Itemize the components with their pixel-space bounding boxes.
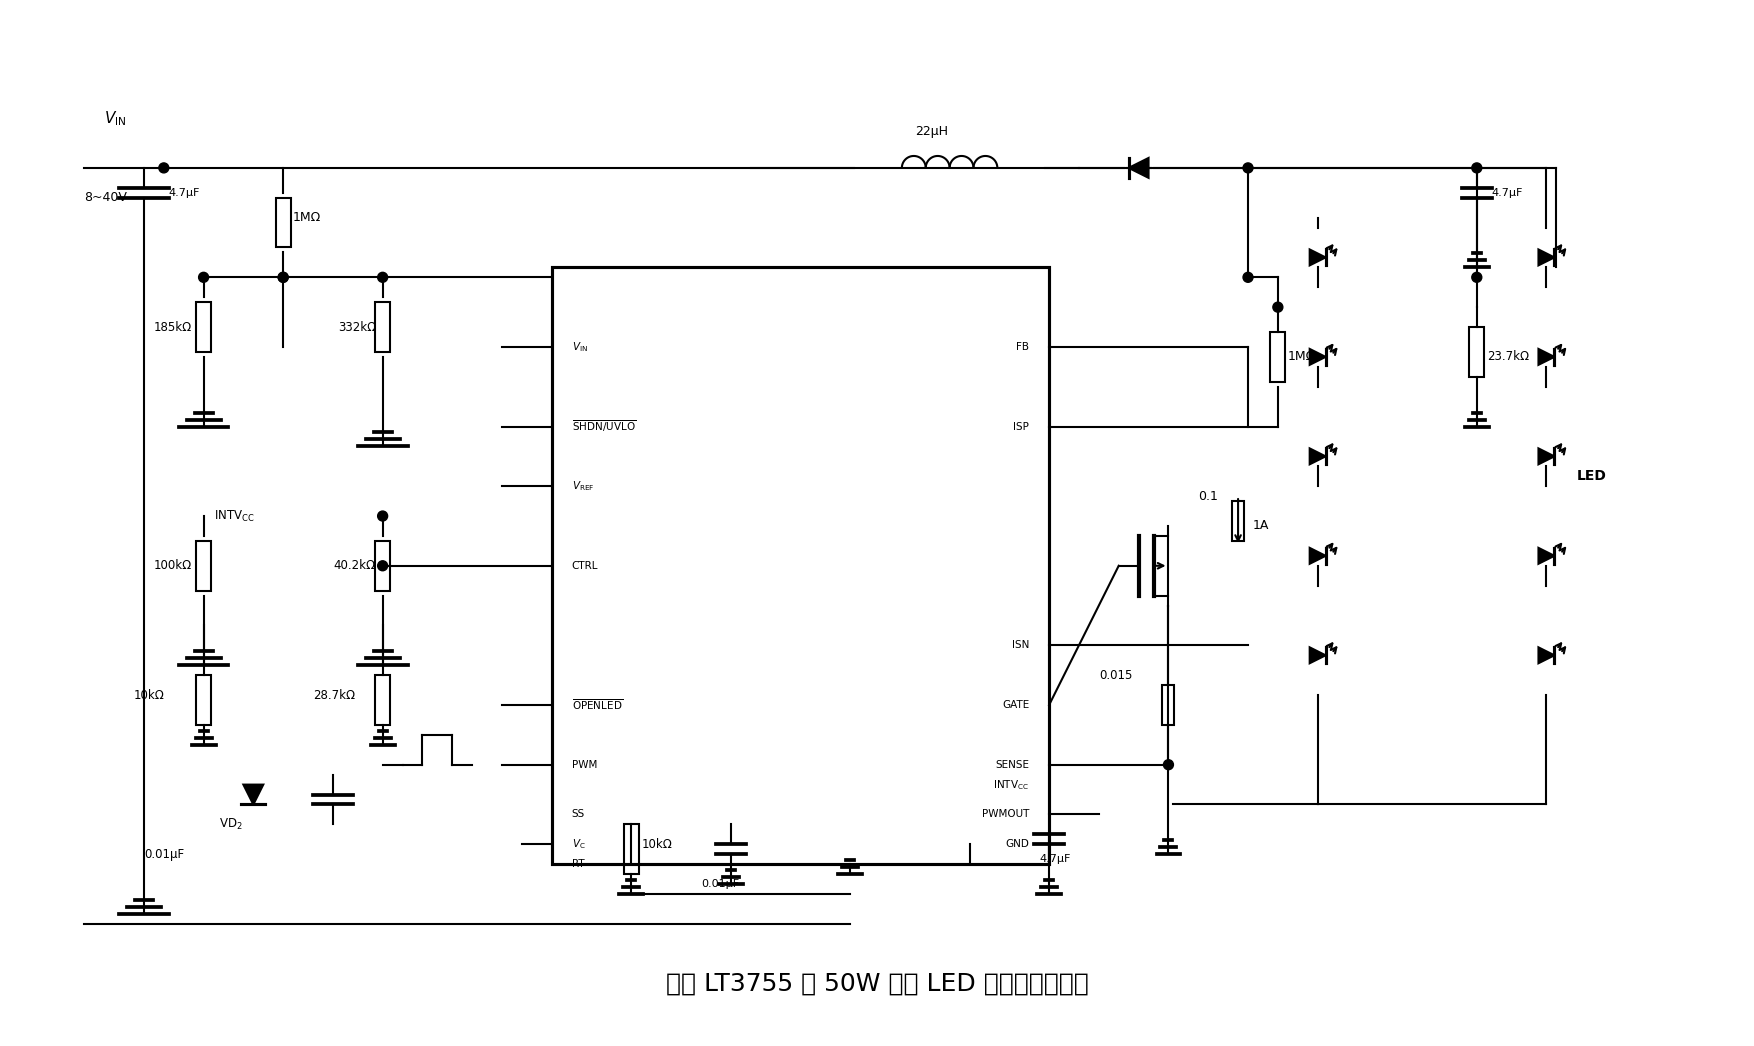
Polygon shape — [1538, 647, 1554, 663]
Text: 10kΩ: 10kΩ — [642, 838, 672, 850]
Text: SENSE: SENSE — [995, 759, 1030, 770]
Text: 8~40V: 8~40V — [84, 191, 126, 204]
Text: $\overline{\rm SHDN/UVLO}$: $\overline{\rm SHDN/UVLO}$ — [572, 418, 637, 434]
Bar — [196, 302, 210, 351]
Polygon shape — [1310, 548, 1326, 564]
Text: 1MΩ: 1MΩ — [1287, 350, 1316, 363]
Text: $V_{\rm IN}$: $V_{\rm IN}$ — [572, 340, 588, 354]
Text: 1A: 1A — [1252, 520, 1270, 532]
Circle shape — [1273, 302, 1282, 312]
Text: 0.1: 0.1 — [1198, 490, 1219, 503]
Text: $V_{\rm IN}$: $V_{\rm IN}$ — [103, 110, 126, 128]
Circle shape — [377, 511, 388, 521]
Text: CTRL: CTRL — [572, 561, 598, 571]
Polygon shape — [1310, 249, 1326, 266]
Text: ISN: ISN — [1012, 640, 1030, 651]
Polygon shape — [1310, 647, 1326, 663]
Text: $V_{\rm REF}$: $V_{\rm REF}$ — [572, 479, 595, 493]
Text: FB: FB — [1016, 342, 1030, 351]
Circle shape — [377, 272, 388, 282]
Polygon shape — [1310, 349, 1326, 365]
Polygon shape — [1310, 449, 1326, 464]
Bar — [375, 541, 389, 591]
Circle shape — [198, 272, 209, 282]
Circle shape — [1472, 163, 1482, 173]
Text: PWMOUT: PWMOUT — [982, 810, 1030, 819]
Text: INTV$_{\rm CC}$: INTV$_{\rm CC}$ — [993, 778, 1030, 792]
Text: 185kΩ: 185kΩ — [154, 320, 193, 334]
Text: RT: RT — [572, 859, 584, 869]
Text: GND: GND — [1005, 839, 1030, 849]
Text: 4.7µF: 4.7µF — [168, 188, 200, 198]
Polygon shape — [1538, 548, 1554, 564]
Bar — [196, 541, 210, 591]
Bar — [196, 675, 210, 725]
Bar — [375, 675, 389, 725]
Circle shape — [377, 561, 388, 571]
Polygon shape — [1128, 158, 1149, 178]
Bar — [375, 302, 389, 351]
Circle shape — [279, 272, 288, 282]
Text: 23.7kΩ: 23.7kΩ — [1487, 350, 1529, 363]
Bar — [1163, 685, 1175, 725]
Text: 基于 LT3755 的 50W 白光 LED 头灯驱动电路图: 基于 LT3755 的 50W 白光 LED 头灯驱动电路图 — [665, 972, 1089, 996]
Text: 0.01µF: 0.01µF — [702, 879, 738, 889]
Polygon shape — [244, 784, 263, 804]
Bar — [1470, 327, 1484, 377]
Circle shape — [279, 272, 288, 282]
Text: 28.7kΩ: 28.7kΩ — [312, 688, 354, 702]
Text: 1MΩ: 1MΩ — [293, 211, 321, 224]
Text: VD$_2$: VD$_2$ — [219, 817, 242, 832]
Text: 10kΩ: 10kΩ — [133, 688, 165, 702]
Polygon shape — [1538, 349, 1554, 365]
Bar — [275, 198, 291, 248]
Text: GATE: GATE — [1002, 700, 1030, 710]
Text: 4.7µF: 4.7µF — [1038, 855, 1070, 864]
Text: 0.01µF: 0.01µF — [144, 847, 184, 861]
Polygon shape — [1538, 249, 1554, 266]
Circle shape — [1244, 272, 1252, 282]
Text: 22µH: 22µH — [916, 126, 947, 138]
Text: LED: LED — [1577, 470, 1607, 483]
Circle shape — [1244, 163, 1252, 173]
Circle shape — [160, 163, 168, 173]
Text: 40.2kΩ: 40.2kΩ — [333, 560, 375, 572]
Text: PWM: PWM — [572, 759, 596, 770]
Text: $\overline{\rm OPENLED}$: $\overline{\rm OPENLED}$ — [572, 698, 623, 712]
Bar — [624, 824, 638, 874]
Text: SS: SS — [572, 810, 584, 819]
Text: ISP: ISP — [1014, 422, 1030, 432]
Bar — [1231, 501, 1244, 541]
Polygon shape — [1538, 449, 1554, 464]
Bar — [553, 268, 1049, 864]
Text: 4.7µF: 4.7µF — [1491, 188, 1522, 198]
Text: 0.015: 0.015 — [1098, 668, 1131, 682]
Text: 100kΩ: 100kΩ — [154, 560, 193, 572]
Text: $V_{\rm C}$: $V_{\rm C}$ — [572, 838, 586, 851]
Text: 332kΩ: 332kΩ — [339, 320, 375, 334]
Circle shape — [1472, 272, 1482, 282]
Bar — [1270, 332, 1286, 382]
Text: INTV$_{\rm CC}$: INTV$_{\rm CC}$ — [214, 508, 254, 524]
Circle shape — [1163, 759, 1173, 770]
